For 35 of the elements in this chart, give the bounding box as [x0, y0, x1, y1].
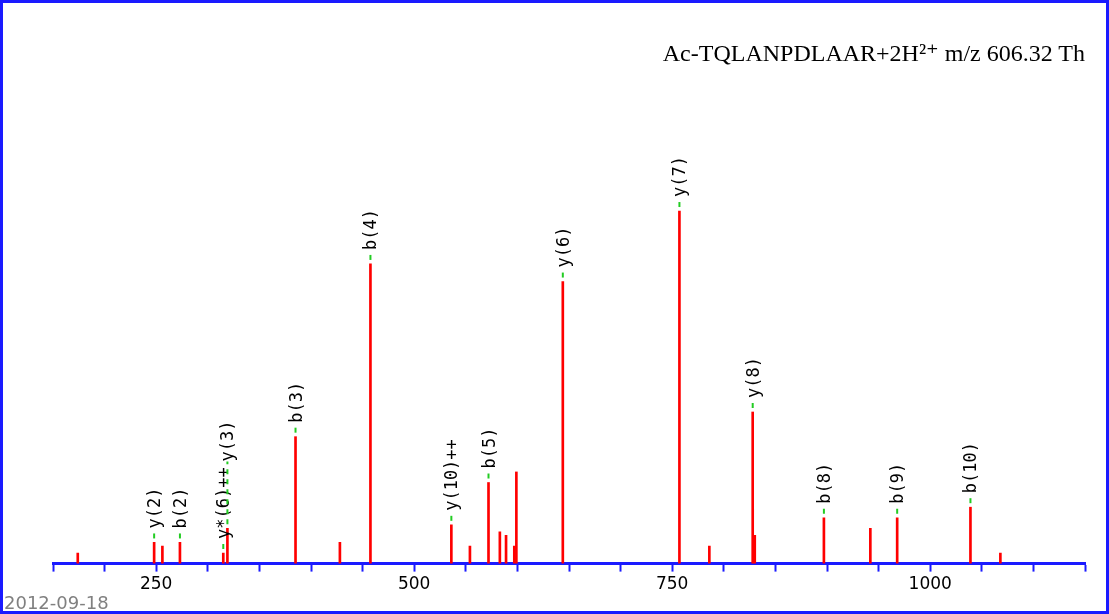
bar [450, 524, 453, 564]
bar [515, 471, 518, 564]
annotation: y(10)++ [441, 439, 462, 511]
bar [369, 263, 372, 564]
bar [969, 506, 972, 564]
annotation: b(5) [478, 427, 499, 469]
bar [161, 545, 164, 564]
annotation: b(4) [360, 208, 381, 250]
chart-title: Ac-TQLANPDLAAR+2H²⁺ m/z 606.32 Th [662, 39, 1085, 66]
bar [708, 545, 711, 564]
annotation: b(8) [813, 462, 834, 504]
annotation: b(2) [169, 487, 190, 529]
bar [561, 281, 565, 564]
annotation: y(2) [144, 487, 165, 529]
annotation: b(10) [960, 442, 981, 494]
x-tick-label: 750 [655, 573, 689, 594]
annotation: y*(6)++ [213, 467, 234, 540]
bar [999, 552, 1002, 564]
annotation: y(8) [742, 357, 763, 398]
annotation: b(3) [285, 381, 306, 423]
bar [869, 528, 872, 564]
annotation: y(6) [552, 226, 573, 268]
x-tick-label: 250 [139, 573, 173, 594]
bar [895, 517, 899, 564]
text: 2012-09-18 [4, 592, 109, 613]
bar [678, 210, 681, 564]
bar [487, 482, 490, 564]
annotation: y(3) [217, 420, 238, 462]
x-tick-label: 500 [397, 573, 431, 594]
bar [751, 411, 755, 564]
annotation: y(7) [669, 156, 690, 198]
bar [294, 436, 297, 564]
bar [76, 552, 80, 564]
x-tick-label: 1000 [908, 573, 952, 594]
annotation: b(9) [887, 462, 908, 504]
